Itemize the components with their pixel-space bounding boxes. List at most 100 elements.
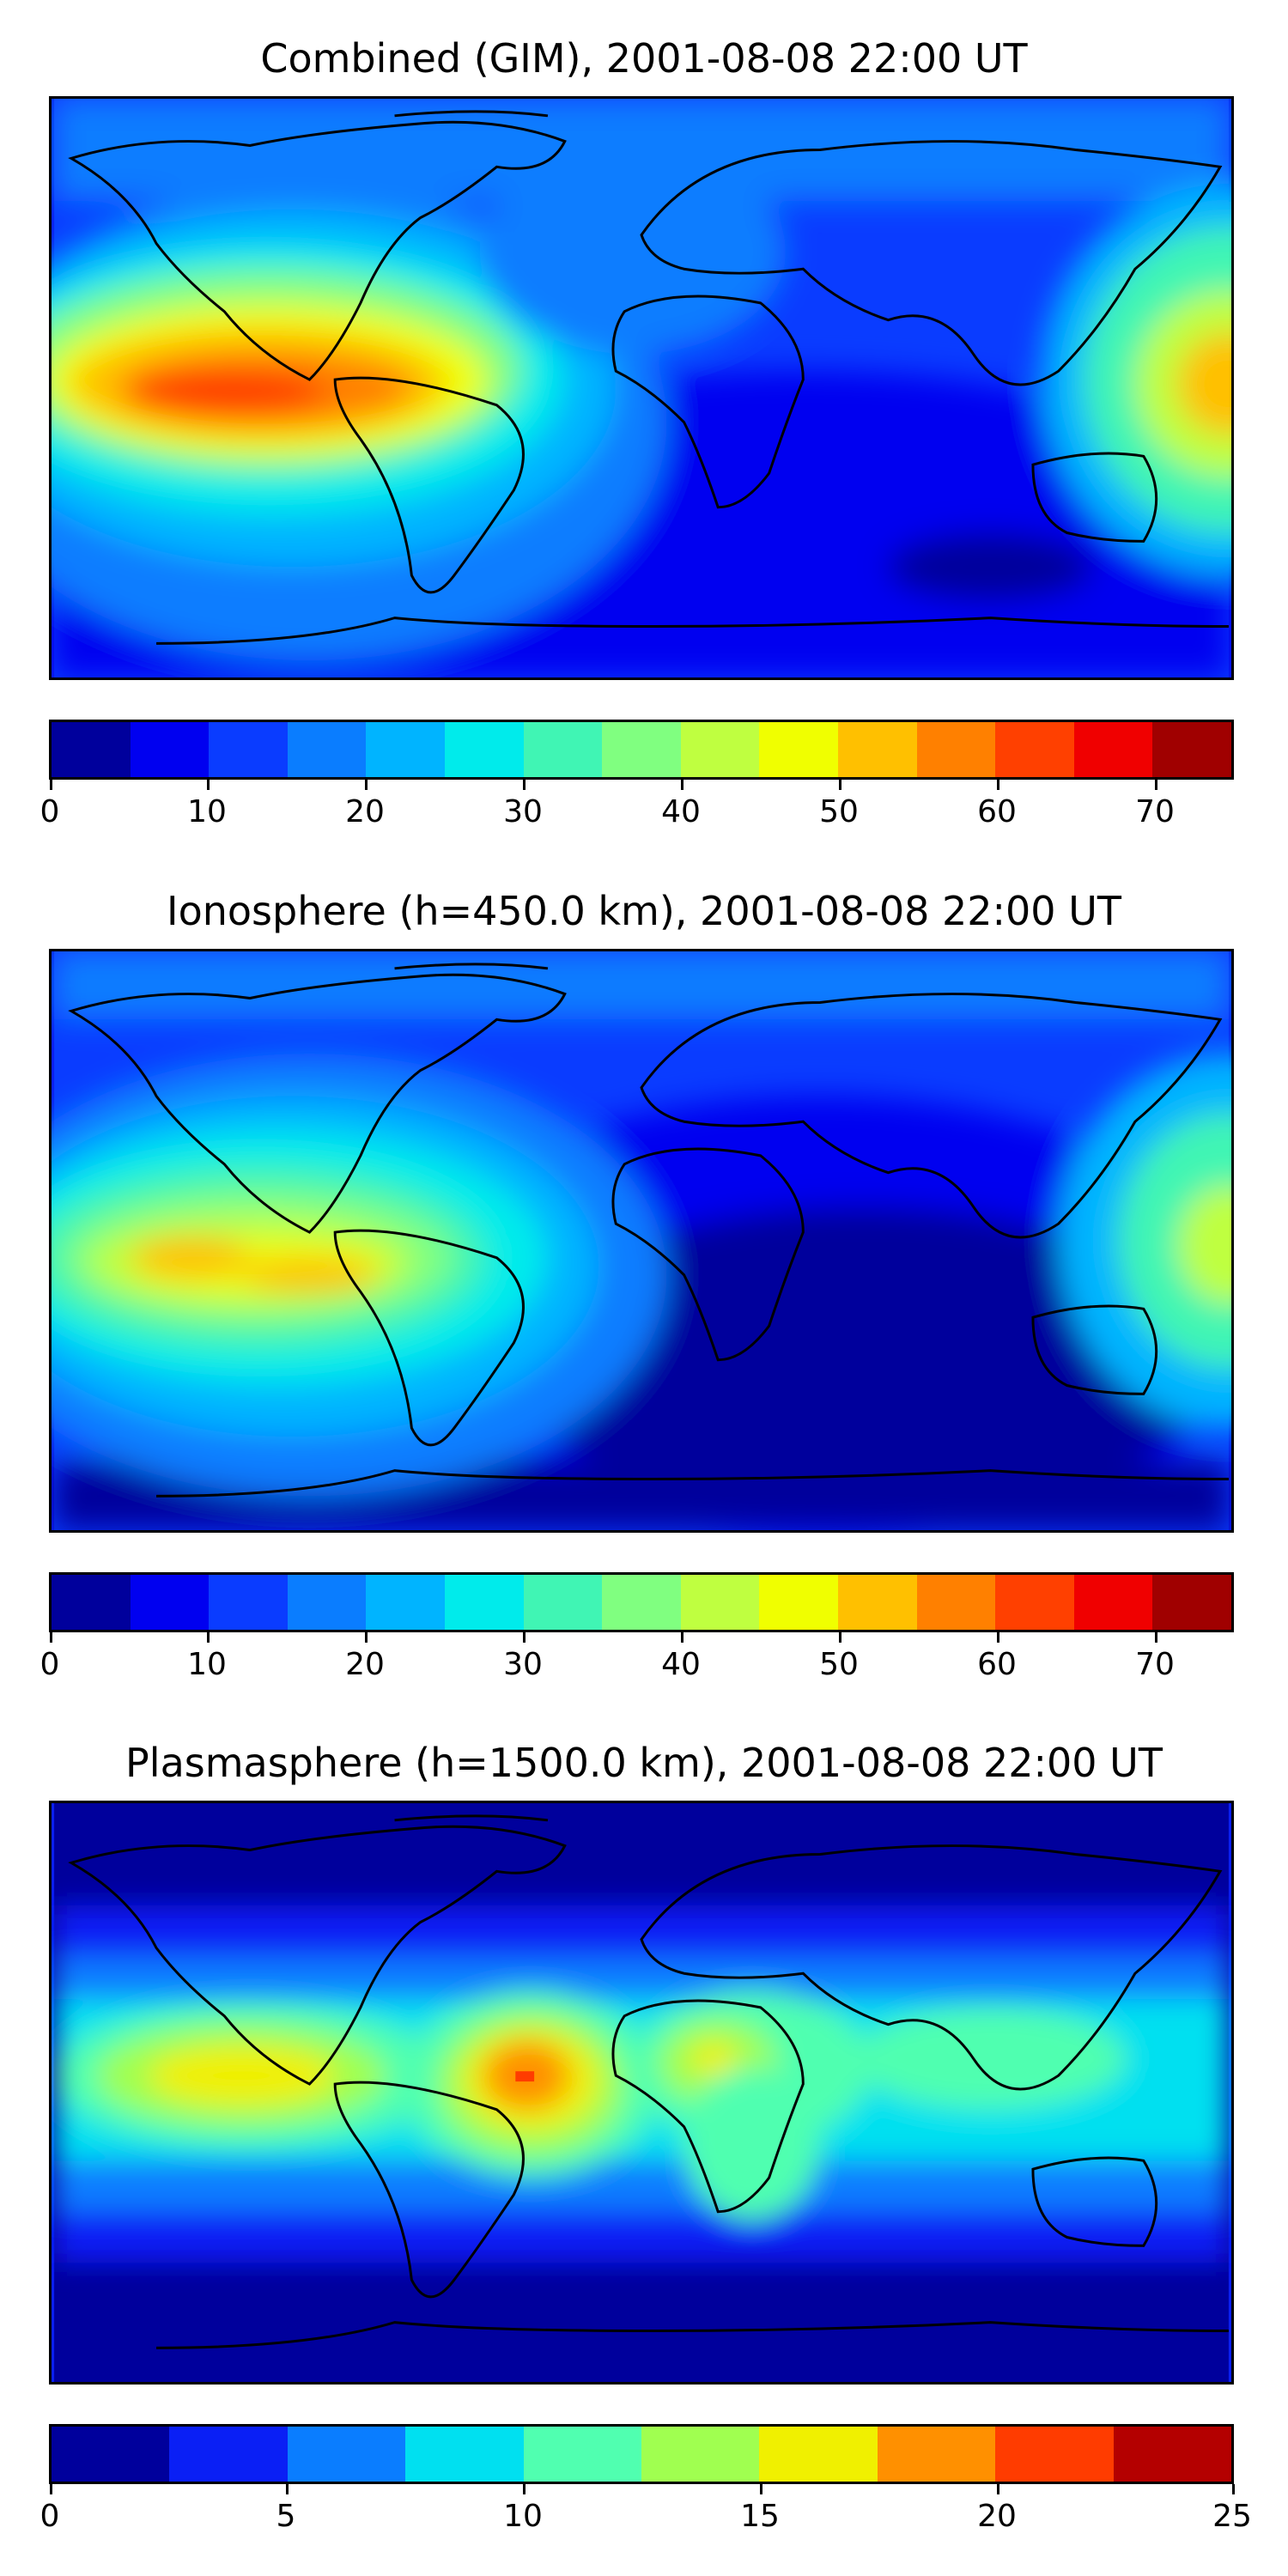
panel-3-colorbar [49, 2424, 1234, 2484]
panel-3-colorbar-segment [169, 2427, 288, 2482]
panel-2-tick-mark [997, 1632, 999, 1643]
panel-3-tick-mark [1232, 2484, 1235, 2494]
panel-3-tick-label: 20 [977, 2499, 1017, 2534]
panel-1-tick-mark [839, 780, 841, 790]
panel-3-coastlines [68, 1814, 1229, 2349]
panel-3-colorbar-segment [995, 2427, 1114, 2482]
panel-2-tick-label: 50 [819, 1647, 859, 1682]
panel-2-colorbar-segment [995, 1575, 1074, 1630]
panel-2-tick-mark [1155, 1632, 1157, 1643]
panel-2-colorbar-segment [523, 1575, 603, 1630]
panel-1-colorbar-segment [287, 722, 367, 777]
panel-3-title: Plasmasphere (h=1500.0 km), 2001-08-08 2… [125, 1740, 1163, 1786]
panel-2-colorbar-segment [1073, 1575, 1153, 1630]
panel-2-colorbar-segment [602, 1575, 681, 1630]
panel-3-colorbar-segment [759, 2427, 878, 2482]
panel-3-tick-label: 10 [503, 2499, 543, 2534]
panel-3-tick-label: 25 [1212, 2499, 1252, 2534]
panel-1-colorbar-segment [444, 722, 524, 777]
panel-2-map [49, 949, 1234, 1533]
panel-2-tick-label: 60 [977, 1647, 1017, 1682]
panel-2-tick-mark [365, 1632, 368, 1643]
panel-3-colorbar-segment [52, 2427, 170, 2482]
panel-3-tick-label: 0 [39, 2499, 60, 2534]
panel-1-tick-label: 60 [977, 794, 1017, 829]
panel-2-colorbar-segment [837, 1575, 917, 1630]
panel-1-map [49, 96, 1234, 680]
panel-1-colorbar-segment [130, 722, 210, 777]
panel-2-colorbar-segment [366, 1575, 445, 1630]
panel-1-colorbar-segment [602, 722, 681, 777]
panel-1-colorbar-segment [523, 722, 603, 777]
panel-2-colorbar-segment [130, 1575, 210, 1630]
panel-1-colorbar-segment [209, 722, 288, 777]
panel-3-tick-label: 5 [276, 2499, 296, 2534]
panel-3-tick-mark [50, 2484, 52, 2494]
panel-2-colorbar-segment [759, 1575, 838, 1630]
panel-1-tick-label: 40 [661, 794, 701, 829]
panel-3-map-svg [54, 1803, 1229, 2382]
panel-1-tick-mark [997, 780, 999, 790]
panel-2-colorbar-segment [444, 1575, 524, 1630]
panel-3-tick-mark [286, 2484, 289, 2494]
panel-2-colorbar-segment [209, 1575, 288, 1630]
panel-1-tick-label: 30 [503, 794, 543, 829]
panel-1-map-svg [52, 99, 1231, 677]
panel-1-colorbar-segment [52, 722, 131, 777]
panel-1-tick-label: 10 [187, 794, 227, 829]
panel-1-colorbar-segment [366, 722, 445, 777]
panel-2-colorbar [49, 1572, 1234, 1632]
panel-2-colorbar-segment [916, 1575, 996, 1630]
panel-2-title: Ionosphere (h=450.0 km), 2001-08-08 22:0… [167, 888, 1121, 934]
panel-2-tick-mark [839, 1632, 841, 1643]
panel-2-colorbar-segment [680, 1575, 760, 1630]
panel-1-colorbar-ticks: 0 10 20 30 40 50 60 70 [40, 780, 1234, 831]
panel-1-colorbar-segment [1073, 722, 1153, 777]
panel-3-tick-mark [523, 2484, 526, 2494]
panel-1-tick-label: 0 [39, 794, 60, 829]
panel-3-colorbar-ticks: 0 5 10 15 20 25 [40, 2484, 1252, 2536]
panel-3-colorbar-segment [523, 2427, 642, 2482]
panel-2-tick-label: 40 [661, 1647, 701, 1682]
panel-2-tick-mark [523, 1632, 526, 1643]
panel-1-colorbar-segment [759, 722, 838, 777]
panel-1-tick-label: 70 [1135, 794, 1175, 829]
panel-3-map [49, 1801, 1234, 2385]
panel-2-tick-label: 70 [1135, 1647, 1175, 1682]
panel-2-colorbar-segment [52, 1575, 131, 1630]
panel-1-tick-label: 50 [819, 794, 859, 829]
panel-2-tick-mark [207, 1632, 210, 1643]
panel-1-colorbar [49, 720, 1234, 780]
panel-3-colorbar-segment [405, 2427, 524, 2482]
panel-2-colorbar-ticks: 0 10 20 30 40 50 60 70 [40, 1632, 1234, 1684]
panel-1-tick-mark [1155, 780, 1157, 790]
panel-3-tick-mark [997, 2484, 999, 2494]
panel-1-tick-mark [681, 780, 683, 790]
panel-2-tick-mark [50, 1632, 52, 1643]
panel-3-colorbar-segment [1113, 2427, 1232, 2482]
panel-1-colorbar-segment [995, 722, 1074, 777]
panel-3-peak-marker [515, 2071, 535, 2082]
panel-1-colorbar-segment [916, 722, 996, 777]
panel-1-colorbar-segment [837, 722, 917, 777]
panel-3-colorbar-segment [641, 2427, 760, 2482]
panel-1-colorbar-segment [680, 722, 760, 777]
panel-1-colorbar-segment [1152, 722, 1231, 777]
panel-3-colorbar-segment [287, 2427, 406, 2482]
panel-1-tick-label: 20 [345, 794, 385, 829]
panel-2-colorbar-segment [287, 1575, 367, 1630]
panel-2-colorbar-segment [1152, 1575, 1231, 1630]
panel-1-tick-mark [523, 780, 526, 790]
panel-2-tick-mark [681, 1632, 683, 1643]
panel-1-coastlines [68, 110, 1229, 645]
panel-1-tick-mark [50, 780, 52, 790]
panel-1-tick-mark [365, 780, 368, 790]
panel-1-title: Combined (GIM), 2001-08-08 22:00 UT [260, 35, 1028, 82]
panel-2-tick-label: 30 [503, 1647, 543, 1682]
panel-3-tick-label: 15 [740, 2499, 780, 2534]
panel-2-map-svg [52, 951, 1231, 1530]
panel-2-tick-label: 0 [39, 1647, 60, 1682]
panel-1-tick-mark [207, 780, 210, 790]
panel-2-tick-label: 10 [187, 1647, 227, 1682]
panel-2-coastlines [68, 963, 1229, 1498]
